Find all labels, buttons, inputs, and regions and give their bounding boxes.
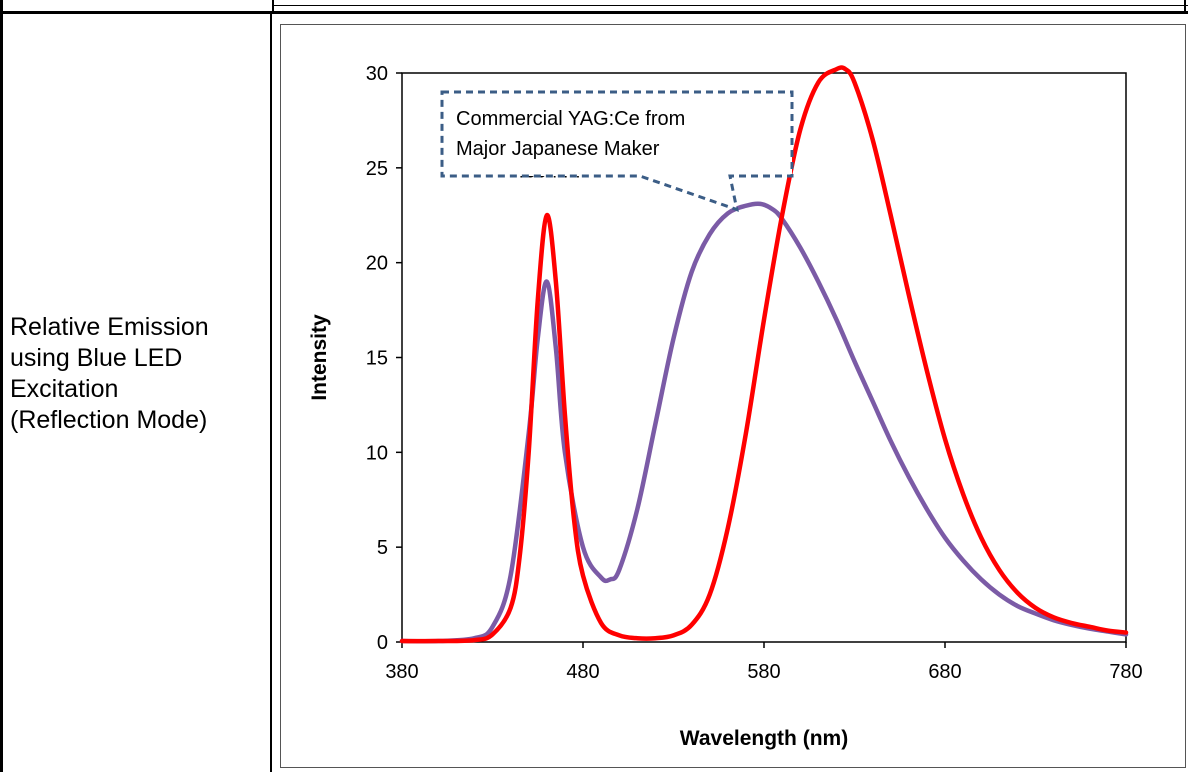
row-label-line-4: (Reflection Mode) xyxy=(10,406,208,434)
y-tick-label: 25 xyxy=(366,158,388,180)
x-tick-label: 580 xyxy=(747,661,780,683)
y-tick-label: 20 xyxy=(366,253,388,275)
series-line-2 xyxy=(399,65,1129,644)
x-tick-label: 380 xyxy=(385,661,418,683)
series-line-1 xyxy=(399,201,1129,644)
y-tick-label: 30 xyxy=(366,63,388,85)
row-label-line-1: Relative Emission xyxy=(10,313,209,341)
y-tick-label: 15 xyxy=(366,348,388,370)
row-label-line-2: using Blue LED xyxy=(10,344,183,372)
callout-text-line-2: Major Japanese Maker xyxy=(456,138,660,160)
column-divider xyxy=(270,14,272,772)
top-divider-stub xyxy=(272,0,274,14)
row-label-line-3: Excitation xyxy=(10,375,119,403)
y-tick-label: 5 xyxy=(377,537,388,559)
top-border-line xyxy=(0,11,1188,14)
y-tick-label: 0 xyxy=(377,632,388,654)
y-tick-label: 10 xyxy=(366,442,388,464)
top-inner-line xyxy=(272,5,1188,6)
x-axis-title: Wavelength (nm) xyxy=(680,727,848,750)
x-tick-label: 780 xyxy=(1109,661,1142,683)
callout-text-line-1: Commercial YAG:Ce from xyxy=(456,108,685,130)
top-right-stub xyxy=(1184,0,1186,14)
left-border xyxy=(0,0,3,772)
x-tick-label: 480 xyxy=(566,661,599,683)
y-axis-title: Intensity xyxy=(308,314,331,401)
row-label: Relative Emission using Blue LED Excitat… xyxy=(10,312,270,436)
callout-box xyxy=(440,90,794,212)
x-tick-label: 680 xyxy=(928,661,961,683)
top-rule xyxy=(0,0,1188,16)
chart-frame xyxy=(280,24,1186,768)
